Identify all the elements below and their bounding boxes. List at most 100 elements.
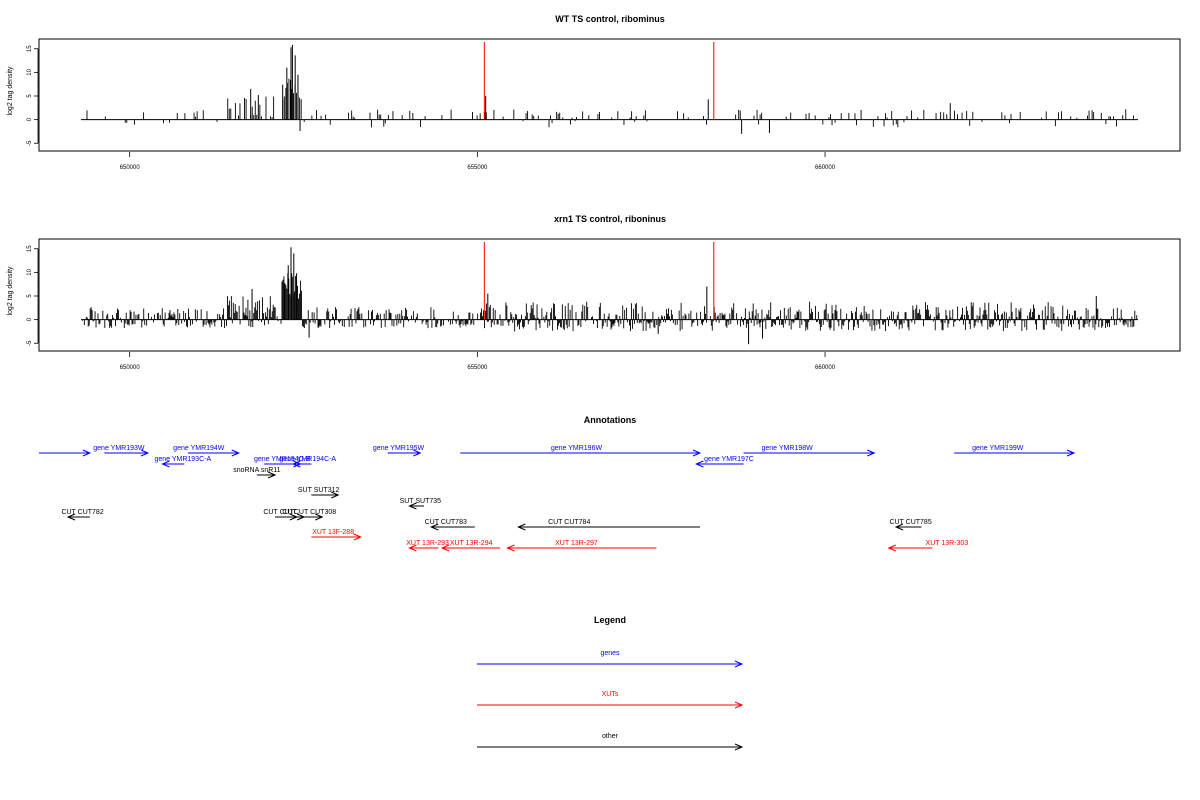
legend-arrow-other-head (734, 743, 744, 751)
y-tick-label: 0 (27, 117, 33, 121)
annotation-arrow-head (161, 460, 170, 468)
annotation-label: XUT 13R-294 (450, 540, 493, 547)
annotation-xuts: XUT 13F-288 (311, 529, 363, 541)
legend-title: Legend (594, 615, 626, 625)
annotation-label: XUT 13R-293 (406, 540, 449, 547)
annotation-arrow-head (429, 523, 439, 531)
annotation-genes: gene YMR194C-A (279, 456, 336, 468)
annotation-other: CUT CUT783 (425, 519, 475, 531)
annotation-arrow-head (140, 449, 150, 457)
annotation-label: SUT SUT735 (400, 498, 442, 505)
panel-xrn1: xrn1 TS control, riboninus -5 0 5 10 15 log2 t… (7, 214, 1181, 371)
annotations-title: Annotations (584, 415, 637, 425)
annotation-label: CUT CUT785 (889, 519, 931, 526)
annotation-genes: gene YMR194W (173, 445, 241, 457)
annotation-label: CUT CUT783 (425, 519, 467, 526)
annotation-arrow-head (315, 513, 324, 521)
plot-frame (38, 238, 1181, 352)
annotation-label: gene YMR195W (373, 445, 425, 452)
annotation-label: gene YMR196W (551, 445, 603, 452)
annotation-label: CUT CUT (263, 509, 294, 516)
annotation-label: gene YMR193C-A (154, 456, 211, 463)
annotation-genes: gene YMR193C-A (154, 456, 211, 468)
annotation-label: SUT SUT312 (298, 487, 340, 494)
x-tick-label: 655000 (467, 365, 488, 371)
annotation-label: CUT CUT782 (61, 509, 103, 516)
annotation-arrow-head (353, 533, 363, 541)
y-tick-label: 0 (27, 317, 33, 321)
annotation-arrow-head (291, 460, 301, 468)
annotation-arrow-head (894, 523, 904, 531)
x-tick-label: 655000 (467, 165, 488, 171)
annotation-other: CUT CUT785 (889, 519, 932, 531)
y-tick-label: -5 (27, 340, 33, 346)
annotation-arrow-head (1066, 449, 1076, 457)
annotation-label: gene YMR199W (972, 445, 1024, 452)
annotation-genes: gene YMR197C (695, 456, 754, 468)
annotation-label: XUT 13F-288 (312, 529, 354, 536)
annotation-xuts: XUT 13R-297 (506, 540, 657, 552)
annotation-label: gene YMR194W (173, 445, 225, 452)
annotation-label: CUT CUT784 (548, 519, 590, 526)
annotation-arrow-head (887, 544, 896, 552)
x-tick-label: 650000 (120, 365, 141, 371)
annotations-panel: Annotations gene YMR193W gene YMR194W gene… (39, 415, 1076, 552)
annotation-arrow-head (692, 449, 702, 457)
y-tick-label: 10 (27, 68, 33, 75)
annotation-other: CUT CUT308 (294, 509, 336, 521)
y-tick-label: 5 (27, 294, 33, 298)
annotation-genes: gene YMR193W (93, 445, 150, 457)
annotation-genes: gene YMR199W (954, 445, 1076, 457)
legend-label-xuts: XUTs (602, 691, 619, 698)
annotation-arrow-head (331, 491, 340, 499)
annotation-arrow-head (408, 544, 417, 552)
annotation-arrow-head (517, 523, 526, 531)
annotation-label: gene YMR197C (704, 456, 754, 463)
annotation-other: SUT SUT735 (400, 498, 442, 510)
annotation-label: XUT 13R-303 (926, 540, 969, 547)
annotation-other: SUT SUT312 (298, 487, 340, 499)
annotation-label: gene YMR198W (761, 445, 813, 452)
annotation-arrow-head (506, 544, 515, 552)
annotation-arrow-head (695, 460, 704, 468)
annotation-genes: gene YMR198W (743, 445, 876, 457)
x-tick-label: 660000 (815, 365, 836, 371)
annotation-arrow-head (267, 471, 277, 479)
legend-arrow-xuts-head (734, 701, 744, 709)
y-axis-label: log2 tag density (7, 66, 14, 116)
annotation-genes: gene YMR195W (373, 445, 425, 457)
chart-title: xrn1 TS control, riboninus (554, 214, 666, 224)
annotation-label: CUT (282, 509, 297, 516)
x-tick-label: 650000 (120, 165, 141, 171)
annotation-label: XUT 13R-297 (555, 540, 598, 547)
legend-label-other: other (602, 733, 619, 740)
plot-frame (38, 38, 1181, 152)
annotation-xuts: XUT 13R-293 (406, 540, 449, 552)
annotation-label: gene YMR194C-B (254, 456, 311, 463)
annotation-arrow-head (408, 502, 417, 510)
annotation-label: gene YMR194C-A (279, 456, 336, 463)
annotation-arrow-head (66, 513, 76, 521)
y-tick-label: 15 (27, 45, 33, 52)
legend-panel: Legend genes XUTs other (477, 615, 744, 751)
annotation-arrow-head (413, 449, 422, 457)
annotation-label: gene YMR193W (93, 445, 145, 452)
annotation-genes: gene YMR196W (460, 445, 702, 457)
y-axis-label: log2 tag density (7, 266, 14, 316)
signal-bars (81, 247, 1138, 345)
signal-bars (86, 44, 1134, 134)
annotation-arrow-head (231, 449, 241, 457)
annotation-arrow-head (867, 449, 876, 457)
chart-title: WT TS control, ribominus (555, 14, 665, 24)
annotation-other: CUT CUT784 (517, 519, 700, 531)
annotation-xuts: XUT 13R-303 (887, 540, 969, 552)
annotation-other: CUT CUT782 (61, 509, 104, 521)
panel-wt: WT TS control, ribominus -5 0 5 10 15 log2 tag… (7, 14, 1181, 171)
annotation-xuts: XUT 13R-294 (440, 540, 501, 552)
legend-label-genes: genes (600, 650, 620, 657)
annotation-label: CUT CUT308 (294, 509, 336, 516)
annotation-genes (39, 449, 92, 457)
y-tick-label: 5 (27, 94, 33, 98)
y-tick-label: 10 (27, 268, 33, 275)
